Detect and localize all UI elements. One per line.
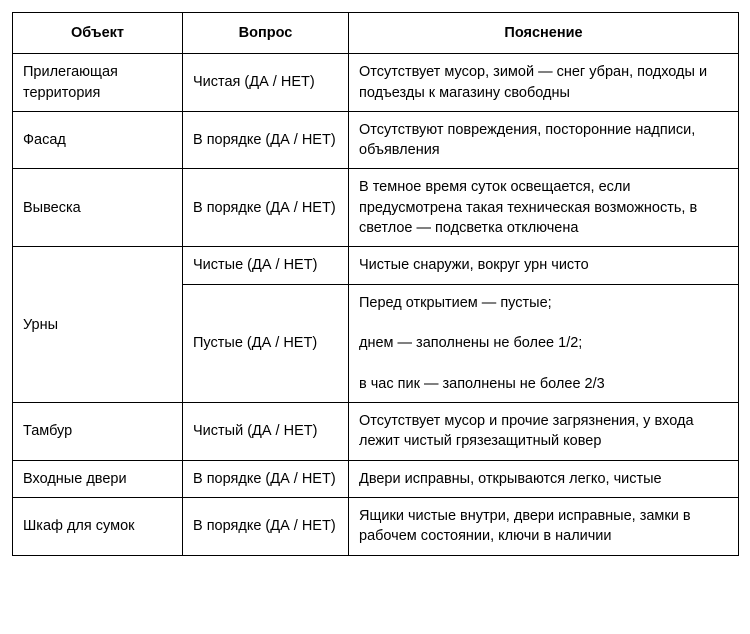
cell-question: Пустые (ДА / НЕТ) [183, 284, 349, 402]
table-row: Прилегающая территория Чистая (ДА / НЕТ)… [13, 54, 739, 112]
cell-object: Фасад [13, 111, 183, 169]
cell-question: В порядке (ДА / НЕТ) [183, 111, 349, 169]
cell-question: В порядке (ДА / НЕТ) [183, 169, 349, 247]
table-body: Прилегающая территория Чистая (ДА / НЕТ)… [13, 54, 739, 555]
cell-explanation: Отсутствует мусор и прочие загрязнения, … [349, 403, 739, 461]
cell-object: Шкаф для сумок [13, 498, 183, 556]
cell-explanation: Ящики чистые внутри, двери исправные, за… [349, 498, 739, 556]
cell-explanation: Двери исправны, открываются легко, чисты… [349, 460, 739, 497]
cell-explanation: В темное время суток освещается, если пр… [349, 169, 739, 247]
cell-question: Чистая (ДА / НЕТ) [183, 54, 349, 112]
checklist-table: Объект Вопрос Пояснение Прилегающая терр… [12, 12, 739, 556]
cell-question: Чистый (ДА / НЕТ) [183, 403, 349, 461]
column-header-object: Объект [13, 13, 183, 54]
cell-explanation: Перед открытием — пустые; днем — заполне… [349, 284, 739, 402]
cell-object: Вывеска [13, 169, 183, 247]
cell-explanation: Чистые снаружи, вокруг урн чисто [349, 247, 739, 284]
cell-question: Чистые (ДА / НЕТ) [183, 247, 349, 284]
table-row: Вывеска В порядке (ДА / НЕТ) В темное вр… [13, 169, 739, 247]
cell-question: В порядке (ДА / НЕТ) [183, 460, 349, 497]
table-row: Фасад В порядке (ДА / НЕТ) Отсутствуют п… [13, 111, 739, 169]
column-header-explanation: Пояснение [349, 13, 739, 54]
table-row: Урны Чистые (ДА / НЕТ) Чистые снаружи, в… [13, 247, 739, 284]
cell-object: Урны [13, 247, 183, 403]
cell-explanation: Отсутствуют повреждения, посторонние над… [349, 111, 739, 169]
table-row: Тамбур Чистый (ДА / НЕТ) Отсутствует мус… [13, 403, 739, 461]
column-header-question: Вопрос [183, 13, 349, 54]
cell-explanation: Отсутствует мусор, зимой — снег убран, п… [349, 54, 739, 112]
table-row: Шкаф для сумок В порядке (ДА / НЕТ) Ящик… [13, 498, 739, 556]
cell-object: Прилегающая территория [13, 54, 183, 112]
cell-object: Входные двери [13, 460, 183, 497]
cell-object: Тамбур [13, 403, 183, 461]
table-row: Входные двери В порядке (ДА / НЕТ) Двери… [13, 460, 739, 497]
table-header-row: Объект Вопрос Пояснение [13, 13, 739, 54]
cell-question: В порядке (ДА / НЕТ) [183, 498, 349, 556]
